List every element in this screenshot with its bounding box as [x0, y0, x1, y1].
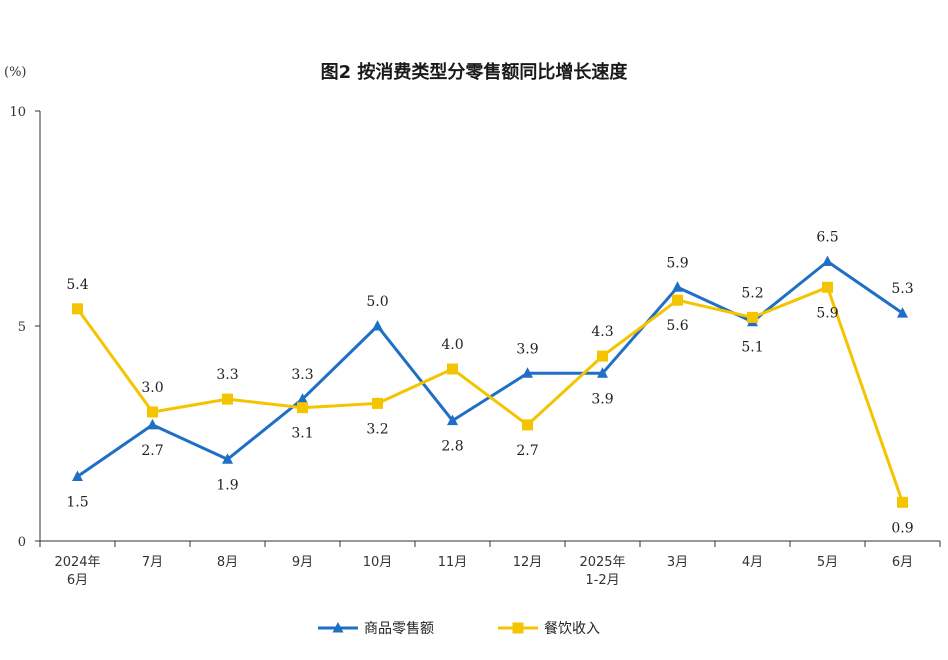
data-point-square [522, 419, 533, 431]
data-point-square [447, 363, 458, 375]
x-tick-label-line: 12月 [513, 555, 543, 570]
x-tick-label-line: 11月 [438, 555, 468, 570]
x-tick-label: 3月 [667, 555, 688, 570]
data-label: 5.4 [66, 277, 88, 293]
legend-label: 商品零售额 [364, 621, 434, 637]
x-tick-label-line: 3月 [667, 555, 688, 570]
data-point-triangle [297, 393, 308, 404]
data-label: 3.9 [591, 391, 613, 407]
data-label: 3.9 [516, 341, 538, 357]
y-tick-label: 0 [18, 535, 26, 550]
data-label: 2.7 [141, 443, 163, 459]
data-point-square [822, 281, 833, 293]
data-point-square [372, 397, 383, 409]
x-tick-label: 6月 [892, 555, 913, 570]
x-tick-label: 2025年 1-2月 [579, 555, 625, 588]
data-point-triangle [372, 320, 383, 331]
data-label: 3.0 [141, 380, 163, 396]
data-label: 3.2 [366, 421, 388, 437]
data-label: 0.9 [891, 520, 913, 536]
x-tick-label: 10月 [363, 555, 393, 570]
data-label: 5.9 [816, 305, 838, 321]
data-label: 5.3 [891, 281, 913, 297]
x-tick-label: 4月 [742, 555, 763, 570]
data-point-square [147, 406, 158, 418]
x-tick-label: 7月 [142, 555, 163, 570]
y-tick-label: 5 [18, 320, 26, 335]
x-tick-label-line: 6月 [892, 555, 913, 570]
data-label: 5.2 [741, 285, 763, 301]
x-tick-label: 9月 [292, 555, 313, 570]
data-label: 5.9 [666, 255, 688, 271]
data-label: 3.1 [291, 426, 313, 442]
data-point-square [597, 350, 608, 362]
data-label: 1.9 [216, 477, 238, 493]
x-tick-label-line: 5月 [817, 555, 838, 570]
x-tick-label-line: 2024年 [54, 555, 100, 570]
x-tick-label: 12月 [513, 555, 543, 570]
legend-label: 餐饮收入 [544, 621, 600, 637]
y-axis-unit: (%) [4, 65, 27, 80]
data-point-triangle [897, 307, 908, 318]
x-tick-label-line: 10月 [363, 555, 393, 570]
data-label: 4.3 [591, 324, 613, 340]
x-tick-label: 8月 [217, 555, 238, 570]
series-line-2 [76, 285, 904, 503]
data-label: 2.8 [441, 439, 463, 455]
data-point-triangle [672, 281, 683, 292]
x-tick-label: 2024年 6月 [54, 555, 100, 588]
data-point-triangle [72, 470, 83, 481]
x-tick-label-line: 2025年 [579, 555, 625, 570]
data-point-square [222, 393, 233, 405]
legend-marker-square [512, 622, 524, 634]
data-label: 3.3 [216, 367, 238, 383]
series-line-1 [76, 260, 904, 478]
x-tick-label-line: 4月 [742, 555, 763, 570]
data-point-triangle [822, 255, 833, 266]
data-point-triangle [447, 414, 458, 426]
data-point-square [72, 303, 83, 315]
data-point-triangle [597, 367, 608, 378]
legend-marker-triangle [332, 622, 344, 633]
data-label: 1.5 [66, 495, 88, 511]
data-point-triangle [522, 367, 533, 378]
data-label: 5.6 [666, 318, 688, 334]
chart-title: 图2 按消费类型分零售额同比增长速度 [321, 61, 629, 83]
data-point-triangle [222, 453, 233, 464]
data-label: 5.0 [366, 294, 388, 310]
x-tick-label-line: 7月 [142, 555, 163, 570]
x-tick-label-line: 8月 [217, 555, 238, 570]
data-label: 5.1 [741, 340, 763, 356]
data-point-square [672, 294, 683, 306]
y-tick-label: 10 [9, 105, 26, 120]
x-tick-label-line: 6月 [67, 573, 88, 588]
data-point-square [747, 311, 758, 323]
x-tick-label-line: 1-2月 [585, 573, 619, 588]
data-label: 2.7 [516, 443, 538, 459]
x-tick-label-line: 9月 [292, 555, 313, 570]
data-label: 6.5 [816, 230, 838, 246]
x-tick-label: 5月 [817, 555, 838, 570]
data-label: 4.0 [441, 337, 463, 353]
data-point-triangle [147, 418, 158, 430]
data-label: 3.3 [291, 367, 313, 383]
data-point-square [297, 402, 308, 414]
data-point-square [897, 496, 908, 508]
x-tick-label: 11月 [438, 555, 468, 570]
